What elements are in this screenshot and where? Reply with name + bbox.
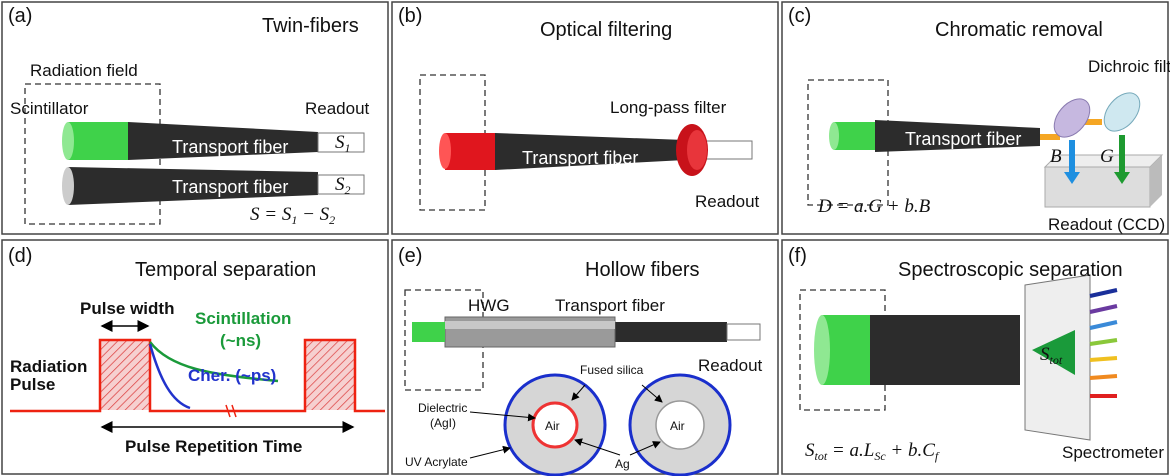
- label: Spectrometer: [1062, 443, 1164, 462]
- label: Transport fiber: [905, 129, 1021, 149]
- subscript: 2: [329, 213, 335, 227]
- panel-title: Optical filtering: [540, 19, 672, 41]
- label: (~ns): [220, 331, 261, 350]
- formula-part: + b.C: [886, 440, 936, 461]
- label: G: [1100, 146, 1114, 167]
- label: Radiation: [10, 357, 87, 376]
- panel-c: (c) Chromatic removal Dichroic filters T…: [782, 2, 1170, 234]
- label: HWG: [468, 296, 510, 315]
- subscript: tot: [815, 449, 828, 463]
- label: Pulse width: [80, 299, 174, 318]
- figure: (a) Twin-fibers Radiation field Scintill…: [0, 0, 1170, 476]
- label: Cher. (~ps): [188, 366, 276, 385]
- panel-tag: (b): [398, 5, 422, 27]
- label: Transport fiber: [172, 177, 288, 197]
- label: Air: [545, 419, 560, 433]
- panel-tag: (e): [398, 245, 422, 267]
- formula-part: = a.L: [827, 440, 874, 461]
- label: Pulse Repetition Time: [125, 437, 302, 456]
- panel-tag: (c): [788, 5, 811, 27]
- symbol: S: [1040, 344, 1050, 365]
- label: Scintillation: [195, 309, 291, 328]
- panel-e: (e) Hollow fibers HWG Transport fiber Re…: [392, 240, 778, 475]
- panel-f: (f) Spectroscopic separation Stot Stot =…: [782, 240, 1168, 474]
- subscript: 1: [345, 141, 351, 155]
- label: (AgI): [430, 416, 456, 430]
- panel-d: (d) Temporal separation Pulse width Scin…: [2, 240, 388, 474]
- panel-a: (a) Twin-fibers Radiation field Scintill…: [2, 2, 388, 234]
- label: Radiation field: [30, 61, 138, 80]
- panel-tag: (f): [788, 245, 807, 267]
- label: Long-pass filter: [610, 98, 727, 117]
- formula-part: S = S: [250, 204, 292, 225]
- label: Readout: [305, 99, 370, 118]
- panel-title: Twin-fibers: [262, 15, 359, 37]
- panel-title: Temporal separation: [135, 259, 316, 281]
- formula-part: − S: [297, 204, 329, 225]
- symbol: S: [335, 132, 345, 153]
- formula-part: S: [805, 440, 815, 461]
- label: Transport fiber: [172, 137, 288, 157]
- subscript: Sc: [874, 449, 886, 463]
- label: B: [1050, 146, 1062, 167]
- label: Ag: [615, 457, 630, 471]
- panel-tag: (d): [8, 245, 32, 267]
- label: Pulse: [10, 375, 55, 394]
- label: Dielectric: [418, 401, 467, 415]
- label: Readout: [695, 192, 760, 211]
- panel-title: Chromatic removal: [935, 19, 1103, 41]
- label: UV Acrylate: [405, 455, 468, 469]
- subscript: tot: [1050, 353, 1063, 367]
- symbol: S: [335, 174, 345, 195]
- label: Transport fiber: [522, 148, 638, 168]
- label: Scintillator: [10, 99, 89, 118]
- formula: D = a.G + b.B: [817, 196, 931, 217]
- label: Air: [670, 419, 685, 433]
- label: Fused silica: [580, 363, 644, 377]
- label: Readout (CCD): [1048, 215, 1165, 234]
- label: Dichroic filters: [1088, 57, 1170, 76]
- label: Readout: [698, 356, 763, 375]
- panel-title: Spectroscopic separation: [898, 259, 1123, 281]
- panel-tag: (a): [8, 5, 32, 27]
- panel-title: Hollow fibers: [585, 259, 699, 281]
- panel-b: (b) Optical filtering Long-pass filter T…: [392, 2, 778, 234]
- subscript: 2: [345, 183, 351, 197]
- label: Transport fiber: [555, 296, 665, 315]
